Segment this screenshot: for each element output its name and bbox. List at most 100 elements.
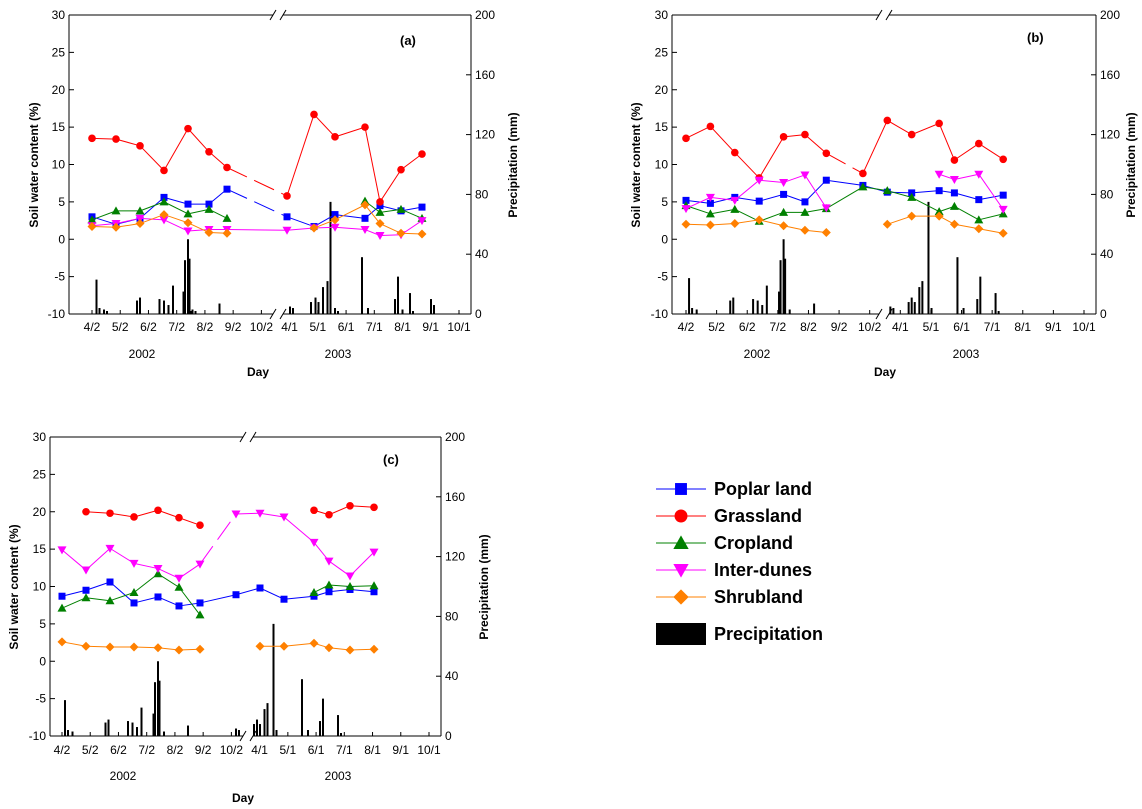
data-point-cropland <box>111 206 121 215</box>
precip-bar <box>272 623 275 736</box>
data-point-cropland <box>81 593 91 602</box>
precip-bar <box>191 309 194 314</box>
series-line-poplar <box>61 589 87 597</box>
data-point-poplar <box>232 591 240 599</box>
x-tick-label: 9/1 <box>422 320 439 334</box>
series-line-interdunes <box>109 547 135 564</box>
data-point-poplar <box>418 203 426 211</box>
precip-bar <box>263 709 266 736</box>
precip-bar <box>190 311 192 314</box>
data-point-grassland <box>175 513 183 522</box>
series-line-grassland <box>685 125 711 139</box>
series-line-cropland <box>61 597 87 609</box>
data-point-poplar <box>935 187 943 195</box>
series-line-grassland <box>379 169 402 203</box>
legend-label-cropland: Cropland <box>714 533 793 553</box>
x-tick-label: 4/1 <box>251 743 268 757</box>
y-tick-label: 30 <box>655 8 669 22</box>
precip-bar <box>761 305 764 314</box>
data-point-interdunes <box>949 175 959 184</box>
series-line-grassland <box>91 137 117 140</box>
legend-swatch-precip <box>656 623 706 645</box>
y2-tick-label: 200 <box>445 430 465 444</box>
precip-bar <box>103 309 105 314</box>
precip-bar <box>756 300 759 314</box>
series-line-interdunes <box>187 229 210 232</box>
data-point-interdunes <box>57 546 67 555</box>
y-tick-label: 15 <box>33 542 47 556</box>
precip-bar <box>107 719 110 736</box>
precip-bar <box>238 730 240 736</box>
data-point-cropland <box>369 581 379 590</box>
data-point-grassland <box>801 130 809 139</box>
series-line-cropland <box>954 205 980 221</box>
precip-bar <box>892 308 895 314</box>
data-point-shrubland <box>87 222 97 232</box>
x-tick-label: 9/2 <box>831 320 848 334</box>
series-line-shrubland <box>187 222 210 233</box>
series-line-shrubland <box>887 215 912 225</box>
y2-tick-label: 0 <box>445 729 452 743</box>
y-axis-label: Soil water content (%) <box>629 102 643 227</box>
data-point-grassland <box>779 133 788 141</box>
precip-bar <box>307 730 309 736</box>
data-point-interdunes <box>375 232 385 241</box>
panel-label: (c) <box>383 452 399 467</box>
y2-axis-label: Precipitation (mm) <box>506 112 520 217</box>
data-point-poplar <box>154 593 162 601</box>
x-tick-label: 9/1 <box>392 743 409 757</box>
data-point-shrubland <box>222 228 232 238</box>
series-line-poplar <box>109 581 135 604</box>
series-line-poplar <box>133 596 159 604</box>
precip-bar <box>319 721 321 736</box>
series-line-cropland <box>85 597 111 602</box>
y-tick-label: -10 <box>651 307 669 321</box>
data-point-poplar <box>975 196 983 204</box>
precip-bar <box>397 276 399 314</box>
y-tick-label: 5 <box>58 195 65 209</box>
y-tick-label: -5 <box>35 692 46 706</box>
precip-bar <box>167 305 170 314</box>
precip-bar <box>430 299 432 314</box>
precip-bar <box>956 257 959 314</box>
data-point-interdunes <box>681 205 691 214</box>
axis-break-mark <box>885 9 893 21</box>
data-point-shrubland <box>129 642 139 652</box>
precip-bar <box>918 287 921 314</box>
series-line-interdunes <box>283 516 315 543</box>
x-tick-label: 5/2 <box>112 320 129 334</box>
series-line-poplar <box>826 179 863 186</box>
series-line-interdunes <box>954 173 979 180</box>
x-tick-label: 4/2 <box>54 743 71 757</box>
precip-bar <box>127 721 129 736</box>
y-tick-label: 15 <box>655 120 669 134</box>
series-line-grassland <box>286 114 315 197</box>
series-line-grassland <box>804 134 827 154</box>
data-point-shrubland <box>174 645 184 655</box>
precip-bar <box>412 311 414 314</box>
data-point-grassland <box>935 119 943 128</box>
data-point-poplar <box>755 197 763 205</box>
series-line-cropland <box>710 208 735 215</box>
y2-tick-label: 160 <box>475 68 495 82</box>
series-line-interdunes <box>157 568 180 579</box>
precip-bar <box>930 308 933 314</box>
precip-bar <box>997 311 1000 314</box>
data-point-shrubland <box>998 228 1008 238</box>
data-point-shrubland <box>705 220 715 230</box>
chart-panel-a: (a) Soil water content (%) Precipitation… <box>27 8 520 379</box>
precip-bar <box>158 680 161 736</box>
precip-bar <box>194 311 197 314</box>
data-point-poplar <box>184 200 192 208</box>
series-line-cropland <box>91 210 117 221</box>
data-point-cropland <box>934 207 944 216</box>
year-label-2003: 2003 <box>325 347 352 361</box>
precip-bar <box>256 719 258 736</box>
x-tick-label: 10/1 <box>417 743 441 757</box>
x-tick-label: 6/2 <box>110 743 127 757</box>
precip-bar <box>106 311 108 314</box>
data-point-shrubland <box>730 219 740 229</box>
y2-tick-label: 0 <box>475 307 482 321</box>
precip-bar <box>394 299 396 314</box>
data-point-poplar <box>283 213 291 221</box>
